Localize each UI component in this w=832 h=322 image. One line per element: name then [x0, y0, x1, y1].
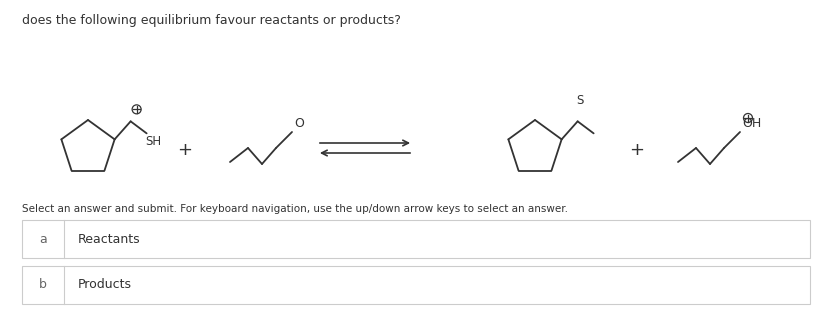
Text: SH: SH: [146, 135, 161, 148]
Text: Select an answer and submit. For keyboard navigation, use the up/down arrow keys: Select an answer and submit. For keyboar…: [22, 204, 568, 214]
Text: O: O: [294, 117, 304, 130]
FancyBboxPatch shape: [22, 220, 810, 258]
Text: S: S: [577, 94, 584, 107]
Text: b: b: [39, 279, 47, 291]
Text: +: +: [630, 141, 645, 159]
Text: Reactants: Reactants: [78, 232, 141, 245]
Text: +: +: [177, 141, 192, 159]
FancyBboxPatch shape: [22, 266, 810, 304]
Text: Products: Products: [78, 279, 132, 291]
Text: a: a: [39, 232, 47, 245]
Text: does the following equilibrium favour reactants or products?: does the following equilibrium favour re…: [22, 14, 401, 27]
Text: OH: OH: [742, 117, 761, 130]
